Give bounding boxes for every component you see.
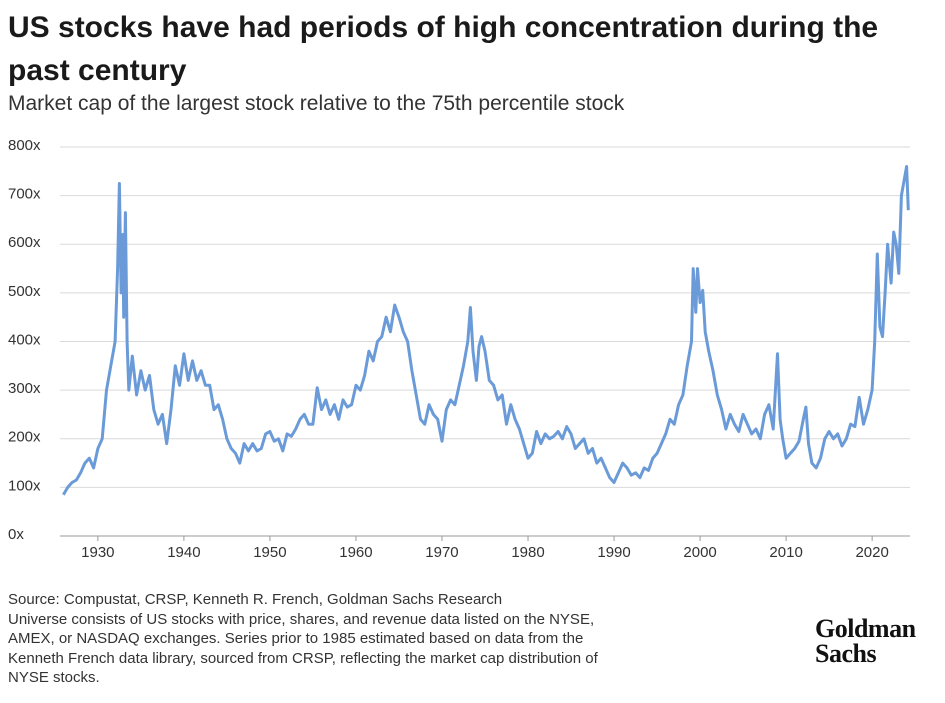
- chart-subtitle: Market cap of the largest stock relative…: [8, 92, 625, 115]
- x-tick-label: 1950: [253, 544, 286, 561]
- logo: Goldman Sachs: [815, 614, 916, 668]
- chart-title: US stocks have had periods of high conce…: [8, 11, 879, 87]
- data-line: [62, 165, 910, 496]
- x-tick-label: 2000: [683, 544, 716, 561]
- x-tick-label: 1960: [339, 544, 372, 561]
- y-tick-label: 400x: [8, 331, 41, 348]
- footnote-line: AMEX, or NASDAQ exchanges. Series prior …: [8, 630, 584, 647]
- x-tick-label: 2010: [769, 544, 802, 561]
- y-tick-label: 500x: [8, 283, 41, 300]
- footnotes: Source: Compustat, CRSP, Kenneth R. Fren…: [8, 590, 598, 688]
- y-tick-label: 0x: [8, 526, 24, 543]
- x-tick-label: 1990: [597, 544, 630, 561]
- y-tick-label: 600x: [8, 234, 41, 251]
- x-tick-label: 1930: [81, 544, 114, 561]
- x-tick-label: 1980: [511, 544, 544, 561]
- y-tick-label: 300x: [8, 380, 41, 397]
- y-tick-label: 700x: [8, 186, 41, 203]
- x-tick-label: 1940: [167, 544, 200, 561]
- footnote-line: Source: Compustat, CRSP, Kenneth R. Fren…: [8, 591, 503, 608]
- footnote-line: NYSE stocks.: [8, 669, 100, 686]
- x-tick-label: 1970: [425, 544, 458, 561]
- x-tick-label: 2020: [855, 544, 888, 561]
- chart: 0x 100x 200x 300x 400x 500x 600x 700x 800x 1930 19…: [8, 137, 910, 561]
- footnote-line: Kenneth French data library, sourced fro…: [8, 649, 598, 667]
- footnote-line: Universe consists of US stocks with pric…: [8, 610, 595, 628]
- y-tick-label: 100x: [8, 477, 41, 494]
- y-tick-label: 800x: [8, 137, 41, 154]
- logo-line: Sachs: [815, 639, 877, 668]
- logo-line: Goldman: [815, 614, 916, 643]
- y-tick-label: 200x: [8, 429, 41, 446]
